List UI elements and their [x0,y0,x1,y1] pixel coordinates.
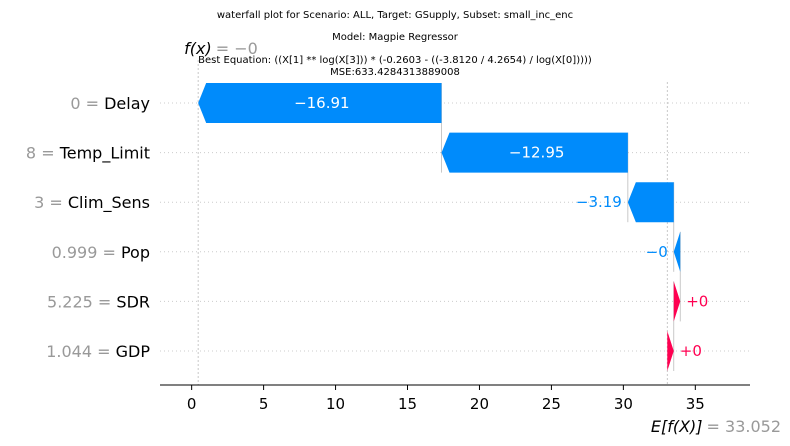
x-tick-label: 15 [398,395,417,413]
x-tick-label: 35 [686,395,705,413]
contribution-label: +0 [686,292,708,310]
x-tick-label: 30 [614,395,633,413]
feature-label: 1.044 = GDP [46,342,150,361]
chart-title-line-3: Best Equation: ((X[1] ** log(X[3])) * (-… [198,55,592,66]
x-tick-label: 5 [259,395,269,413]
feature-label: 8 = Temp_Limit [26,143,150,163]
positive-contribution-arrow [667,331,674,371]
contribution-label: −12.95 [509,144,565,162]
negative-contribution-arrow [673,231,681,272]
x-tick-label: 0 [187,395,197,413]
x-tick-label: 20 [470,395,489,413]
negative-contribution-arrow [627,182,674,223]
chart-title-line-1: waterfall plot for Scenario: ALL, Target… [216,10,574,21]
feature-label: 3 = Clim_Sens [34,193,150,213]
negative-contribution-arrow [441,132,628,173]
x-tick-label: 25 [542,395,561,413]
fx-label: f(x) = −0 [184,39,258,58]
feature-label: 0 = Delay [70,94,150,113]
contribution-label: −16.91 [294,94,350,112]
chart-title-line-2: Model: Magpie Regressor [332,32,458,43]
positive-contribution-arrow [673,281,681,322]
feature-label: 5.225 = SDR [47,292,150,311]
base-value-label: E[f(X)] = 33.052 [651,417,781,436]
contribution-label: +0 [680,342,702,360]
chart-title-line-4: MSE:633.4284313889008 [330,67,460,78]
feature-label: 0.999 = Pop [52,242,150,261]
x-tick-label: 10 [326,395,345,413]
contribution-label: −3.19 [576,193,622,211]
negative-contribution-arrow [198,83,442,123]
contribution-label: −0 [646,243,668,261]
